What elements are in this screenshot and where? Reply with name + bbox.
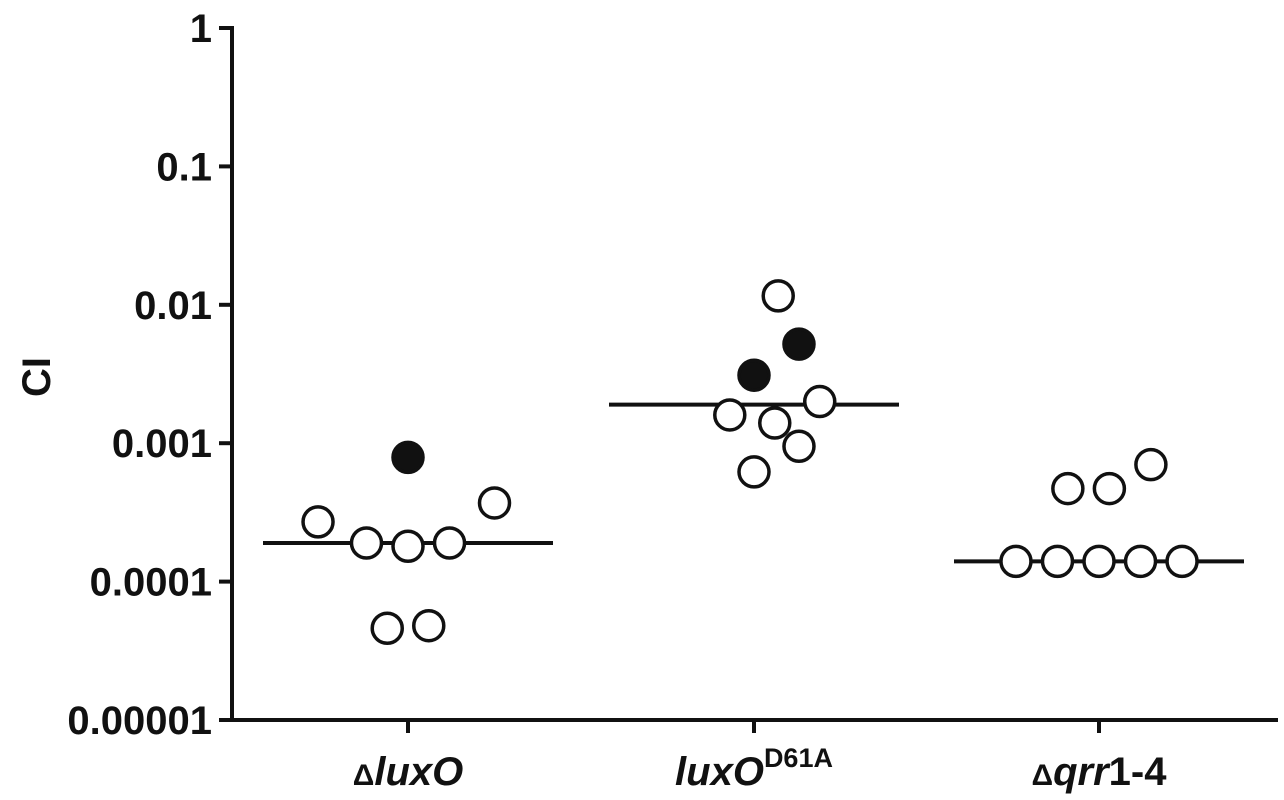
category-label-dqrr: Δqrr1-4 (1032, 750, 1168, 794)
data-point-open (713, 398, 747, 432)
data-points (301, 279, 1199, 646)
data-point-open (391, 529, 425, 564)
y-tick-label: 0.01 (134, 284, 212, 328)
category-label-name: luxO (374, 750, 463, 794)
y-tick-label: 0.001 (112, 422, 212, 466)
x-axis (230, 718, 1278, 733)
data-point-open (412, 608, 446, 643)
data-point-open (1082, 544, 1116, 579)
category-label-name: qrr (1053, 750, 1111, 794)
category-label-prefix: Δ (353, 759, 375, 792)
category-label-prefix: Δ (1032, 759, 1054, 792)
data-point-open (782, 429, 816, 464)
y-tick-label: 1 (190, 7, 212, 51)
category-label-name: luxO (675, 750, 764, 794)
data-point-open (758, 406, 792, 440)
data-point-open (1092, 471, 1127, 506)
data-point-open (802, 384, 837, 419)
data-point-filled (737, 358, 771, 392)
category-label-dluxo: ΔluxO (353, 750, 463, 794)
data-point-open (370, 611, 404, 646)
category-label-suffix: 1-4 (1109, 750, 1168, 794)
data-point-open (1165, 544, 1199, 579)
data-point-open (1134, 447, 1168, 482)
data-point-open (1040, 544, 1075, 579)
data-point-open (761, 279, 795, 313)
data-point-open (477, 486, 512, 520)
data-point-open (1123, 544, 1158, 579)
category-label-luxo-d61a: luxOD61A (675, 743, 833, 794)
data-point-open (737, 455, 771, 489)
data-point-open (301, 505, 335, 539)
category-label-superscript: D61A (764, 743, 833, 773)
y-axis-title: CI (15, 357, 59, 397)
y-tick-label: 0.1 (156, 145, 212, 189)
data-point-open (432, 526, 467, 560)
data-point-filled (782, 327, 816, 361)
y-tick-label: 0.00001 (67, 699, 212, 743)
y-tick-label: 0.0001 (90, 561, 212, 605)
data-point-open (349, 526, 384, 560)
data-point-filled (391, 440, 425, 475)
data-point-open (1051, 471, 1085, 506)
y-axis: 1 0.1 0.01 0.001 0.0001 0.00001 (67, 7, 234, 743)
data-point-open (999, 544, 1033, 579)
